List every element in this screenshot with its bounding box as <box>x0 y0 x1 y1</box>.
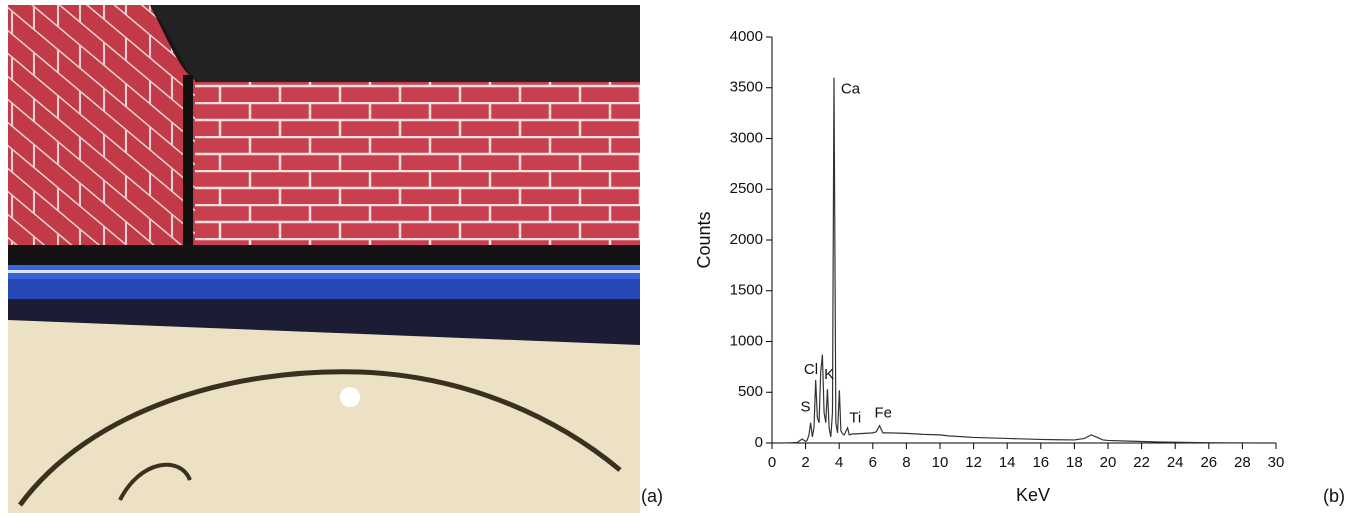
x-tick-label: 16 <box>1032 454 1049 471</box>
y-tick-label: 3500 <box>730 79 763 96</box>
x-axis-label: KeV <box>1016 485 1050 505</box>
y-tick-label: 500 <box>738 383 763 400</box>
peak-label: K <box>824 366 834 383</box>
x-tick-label: 10 <box>932 454 949 471</box>
x-tick-label: 0 <box>768 454 776 471</box>
peak-label: Ti <box>849 410 861 427</box>
x-tick-label: 22 <box>1133 454 1150 471</box>
x-tick-label: 12 <box>965 454 982 471</box>
y-tick-label: 1500 <box>730 282 763 299</box>
y-tick-label: 0 <box>755 434 763 451</box>
y-axis-label: Counts <box>694 211 714 268</box>
panel-label: (a) <box>641 486 663 506</box>
photo <box>8 5 640 513</box>
peak-label: Fe <box>874 405 892 422</box>
peak-label: S <box>801 398 811 415</box>
x-tick-label: 18 <box>1066 454 1083 471</box>
x-tick-label: 26 <box>1200 454 1217 471</box>
y-tick-label: 1000 <box>730 332 763 349</box>
spectrum-line <box>772 77 1276 444</box>
y-tick-label: 4000 <box>730 28 763 45</box>
x-tick-label: 4 <box>835 454 843 471</box>
y-tick-label: 3000 <box>730 129 763 146</box>
x-tick-label: 28 <box>1234 454 1251 471</box>
x-tick-label: 20 <box>1100 454 1117 471</box>
x-tick-label: 14 <box>999 454 1016 471</box>
y-tick-label: 2000 <box>730 231 763 248</box>
x-tick-label: 6 <box>869 454 877 471</box>
peak-label: Cl <box>804 361 818 378</box>
x-tick-label: 2 <box>801 454 809 471</box>
panel-label: (b) <box>1323 486 1345 506</box>
peak-label: Ca <box>841 81 861 98</box>
x-tick-label: 30 <box>1268 454 1285 471</box>
y-tick-label: 2500 <box>730 180 763 197</box>
x-tick-label: 8 <box>902 454 910 471</box>
x-tick-label: 24 <box>1167 454 1184 471</box>
